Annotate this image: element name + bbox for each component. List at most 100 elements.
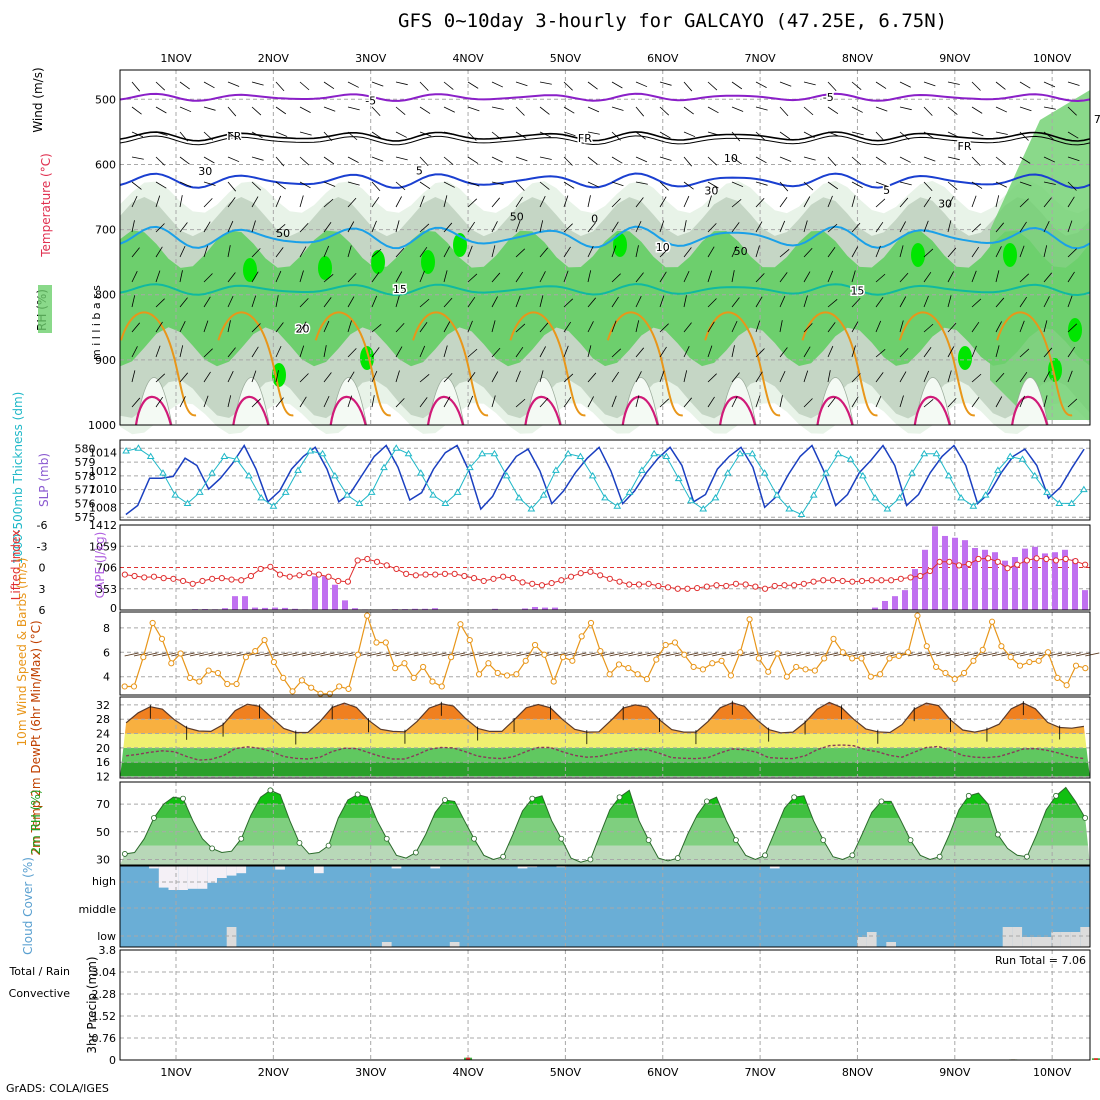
- upper-wind-barb: [251, 131, 263, 139]
- upper-wind-barb: [899, 245, 904, 258]
- upper-wind-barb: [803, 295, 808, 308]
- upper-wind-barb: [851, 396, 859, 408]
- upper-wind-barb: [947, 156, 960, 161]
- upper-wind-barb: [467, 106, 480, 112]
- upper-wind-barb: [203, 320, 209, 333]
- upper-wind-barb: [251, 271, 259, 283]
- surface-wind-barb: [609, 652, 624, 657]
- low-cloud-bar: [857, 937, 867, 947]
- upper-wind-barb: [779, 248, 790, 258]
- wind-speed-marker: [1026, 658, 1033, 666]
- upper-wind-barb: [587, 396, 594, 408]
- top-date-label: 5NOV: [550, 52, 582, 65]
- li-tick-label: 3: [39, 583, 46, 596]
- wind-speed-marker: [960, 669, 968, 677]
- wind-speed-marker: [298, 677, 305, 684]
- upper-wind-barb: [923, 106, 933, 116]
- wind-speed-marker: [252, 647, 259, 655]
- thickness-marker: [552, 466, 560, 473]
- cape-bar: [942, 535, 948, 610]
- upper-wind-barb: [995, 81, 1006, 90]
- precip-convective-bar: [466, 1057, 471, 1060]
- upper-wind-barb: [827, 247, 836, 258]
- upper-wind-barb: [515, 81, 528, 87]
- wind-speed-marker: [774, 650, 781, 657]
- lifted-index-marker: [383, 562, 390, 569]
- upper-wind-barb: [875, 297, 884, 308]
- upper-wind-barb: [635, 131, 646, 140]
- upper-wind-barb: [323, 156, 335, 165]
- surface-wind-barb: [805, 652, 820, 657]
- upper-wind-barb: [755, 81, 767, 88]
- upper-wind-barb: [371, 131, 383, 140]
- wind-speed-marker: [746, 616, 753, 623]
- surface-wind-barb: [227, 652, 242, 657]
- bottom-date-label: 5NOV: [550, 1066, 582, 1079]
- wind-speed-marker: [401, 660, 408, 667]
- upper-wind-barb: [299, 156, 310, 166]
- upper-wind-barb: [827, 345, 834, 358]
- rh-diurnal-pocket: [622, 377, 660, 426]
- upper-wind-barb: [203, 245, 209, 258]
- temp-band: [120, 733, 1090, 748]
- upper-wind-barb: [275, 247, 284, 258]
- upper-wind-barb: [947, 81, 960, 85]
- upper-wind-barb: [899, 181, 912, 186]
- upper-wind-barb: [371, 395, 375, 408]
- upper-wind-barb: [275, 295, 279, 308]
- thickness-marker: [453, 488, 462, 495]
- upper-wind-barb: [227, 106, 237, 117]
- rh-diurnal-pocket: [232, 377, 270, 426]
- upper-wind-barb: [635, 272, 644, 283]
- isotherm-25: [719, 395, 757, 426]
- temp-line: [125, 701, 1084, 734]
- wind-speed-marker: [765, 668, 772, 675]
- cloud-level-label: high: [92, 875, 116, 888]
- upper-wind-barb: [851, 373, 861, 383]
- upper-wind-barb: [683, 195, 690, 208]
- thickness-marker: [576, 452, 585, 460]
- upper-wind-barb: [491, 197, 501, 208]
- wind-speed-marker: [1072, 662, 1080, 669]
- wind-speed-marker: [690, 663, 697, 671]
- rh-marker: [994, 831, 1001, 838]
- lifted-index-marker: [723, 582, 730, 590]
- lifted-index-marker: [480, 577, 487, 585]
- surface-wind-barb: [973, 652, 988, 657]
- rh-core-90: [371, 250, 385, 274]
- upper-wind-barb: [779, 395, 783, 408]
- low-cloud-bar: [1031, 937, 1042, 947]
- upper-wind-barb: [635, 320, 640, 333]
- thickness-marker: [245, 471, 253, 479]
- temp-tick-label: 20: [96, 742, 110, 755]
- thickness-marker: [502, 471, 511, 479]
- upper-wind-barb: [635, 347, 645, 358]
- upper-wind-barb: [539, 370, 544, 383]
- thickness-marker: [134, 444, 143, 451]
- low-cloud-bar: [381, 942, 392, 947]
- upper-wind-barb: [539, 181, 550, 190]
- low-cloud-bar: [1022, 937, 1032, 947]
- upper-wind-barb: [443, 131, 456, 136]
- precip-tick-label: 3.8: [99, 944, 117, 957]
- lifted-index-marker: [1023, 557, 1031, 564]
- upper-wind-barb: [539, 196, 546, 208]
- upper-wind-barb: [611, 395, 617, 408]
- upper-wind-barb: [995, 345, 1000, 358]
- upper-wind-barb: [323, 131, 333, 142]
- precip-tick-label: 3.04: [92, 966, 117, 979]
- upper-wind-barb: [923, 248, 934, 258]
- upper-wind-barb: [755, 245, 760, 258]
- rh-marker: [907, 837, 914, 843]
- thickness-marker: [895, 493, 904, 501]
- thickness-marker: [920, 449, 929, 457]
- legend-temperature-label: Temperature (°C): [39, 153, 53, 258]
- cape-bar: [1042, 553, 1048, 610]
- upper-wind-barb: [179, 181, 192, 188]
- wind-speed-marker: [942, 669, 949, 677]
- thickness-marker: [711, 493, 720, 501]
- high-cloud-bar: [314, 866, 324, 874]
- surface-wind-barb: [1085, 652, 1100, 657]
- upper-wind-barb: [467, 296, 476, 308]
- low-cloud-bar: [449, 942, 460, 947]
